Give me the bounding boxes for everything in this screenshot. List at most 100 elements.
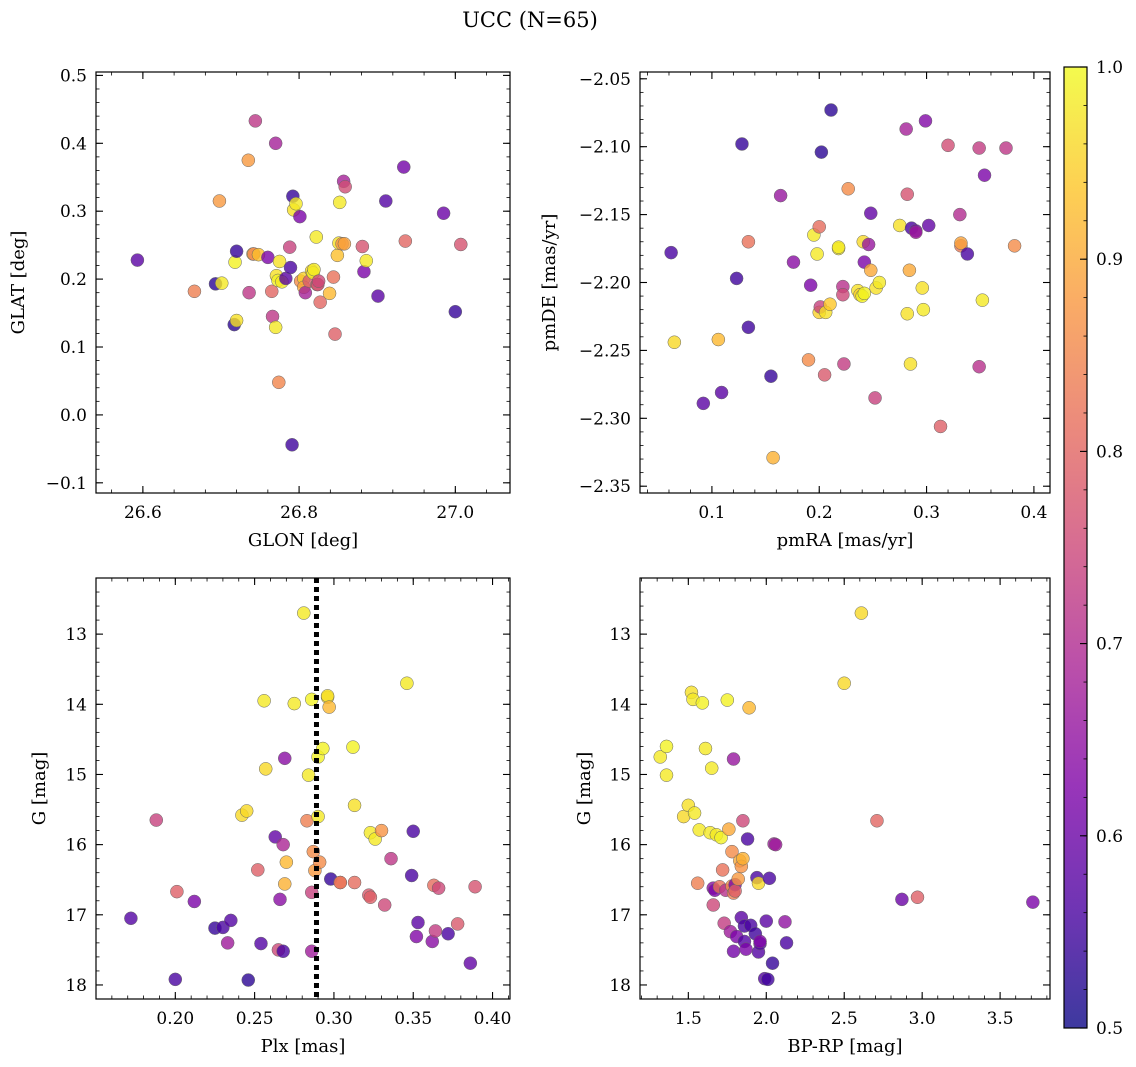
axes-frame bbox=[95, 577, 511, 1000]
scatter-point bbox=[309, 230, 324, 244]
scatter-point bbox=[272, 375, 286, 390]
y-tick-label: 13 bbox=[609, 625, 631, 645]
scatter-point bbox=[933, 419, 948, 434]
scatter-point bbox=[268, 136, 283, 151]
scatter-point bbox=[398, 234, 413, 248]
scatter-point bbox=[379, 194, 393, 208]
y-axis-label: G [mag] bbox=[574, 752, 595, 825]
scatter-point bbox=[276, 837, 290, 852]
y-tick-label: 18 bbox=[65, 976, 87, 996]
scatter-point bbox=[653, 750, 668, 764]
scatter-point bbox=[659, 768, 674, 782]
y-tick-label: −2.20 bbox=[579, 274, 631, 294]
y-tick-label: 17 bbox=[609, 906, 631, 926]
scatter-point bbox=[861, 237, 876, 252]
y-tick-label: 0.4 bbox=[60, 134, 87, 154]
x-axis-label: pmRA [mas/yr] bbox=[777, 530, 914, 551]
scatter-point bbox=[766, 450, 780, 465]
x-tick-label: 0.3 bbox=[913, 503, 940, 523]
scatter-point bbox=[289, 196, 303, 211]
scatter-point bbox=[170, 884, 184, 899]
x-tick-label: 1.5 bbox=[675, 1009, 702, 1029]
scatter-point bbox=[664, 245, 678, 260]
panel-color-magnitude: 1.5 2.0 2.5 3.0 3.5 13 14 15 16 17 18 BP-RP [mag] G … bbox=[574, 577, 1051, 1057]
minor-ticks bbox=[640, 577, 1050, 1000]
scatter-point bbox=[810, 247, 824, 261]
colorbar: 0.5 0.6 0.7 0.8 0.9 1.0 bbox=[1063, 58, 1123, 1039]
scatter-point bbox=[355, 239, 370, 254]
scatter-point bbox=[149, 813, 164, 827]
y-tick-label: 16 bbox=[65, 836, 87, 856]
scatter-point bbox=[332, 195, 347, 210]
scatter-point bbox=[714, 830, 728, 845]
scatter-point bbox=[261, 250, 275, 265]
scatter-point bbox=[272, 254, 287, 269]
colorbar-gradient bbox=[1064, 67, 1087, 1028]
scatter-point bbox=[910, 890, 925, 905]
scatter-point bbox=[899, 122, 913, 136]
scatter-point bbox=[695, 696, 710, 710]
y-tick-label: 17 bbox=[65, 906, 87, 926]
scatter-point bbox=[371, 289, 385, 303]
scatter-point bbox=[698, 741, 713, 756]
x-axis-label: GLON [deg] bbox=[248, 530, 358, 551]
scatter-point bbox=[778, 915, 792, 929]
axes-frame bbox=[639, 577, 1051, 1000]
scatter-point bbox=[868, 391, 882, 405]
x-tick-label: 0.30 bbox=[315, 1009, 353, 1029]
x-tick-label: 0.40 bbox=[474, 1009, 512, 1029]
scatter-point bbox=[704, 761, 719, 775]
scatter-point bbox=[779, 936, 794, 950]
scatter-point bbox=[975, 293, 990, 307]
scatter-point bbox=[954, 236, 968, 250]
scatter-point bbox=[977, 168, 992, 182]
scatter-point bbox=[742, 701, 756, 715]
scatter-point bbox=[454, 237, 468, 252]
scatter-point bbox=[740, 832, 755, 846]
scatter-point bbox=[900, 306, 915, 321]
panel-glon-glat: 26.6 26.8 27.0 −0.1 0.0 0.1 0.2 0.3 0.4 0.5 GLON [… bbox=[8, 66, 511, 551]
scatter-point bbox=[892, 218, 907, 233]
scatter-point bbox=[872, 275, 887, 290]
scatter-point bbox=[741, 235, 756, 249]
y-axis-label: G [mag] bbox=[29, 752, 50, 825]
scatter-point bbox=[659, 739, 674, 754]
scatter-point bbox=[285, 438, 299, 452]
scatter-point bbox=[441, 926, 455, 941]
scatter-point bbox=[404, 868, 419, 883]
scatter-point bbox=[741, 320, 756, 335]
scatter-point bbox=[463, 956, 478, 970]
x-axis-label: Plx [mas] bbox=[261, 1036, 346, 1057]
y-tick-label: 0.3 bbox=[60, 202, 87, 222]
y-axis-label: GLAT [deg] bbox=[8, 231, 29, 335]
scatter-point bbox=[215, 276, 229, 290]
scatter-point bbox=[448, 304, 463, 319]
y-tick-label: 18 bbox=[609, 976, 631, 996]
scatter-point bbox=[251, 863, 265, 877]
scatter-point bbox=[130, 253, 145, 267]
scatter-point bbox=[824, 103, 838, 117]
scatter-point bbox=[711, 332, 726, 347]
x-tick-label: 2.0 bbox=[753, 1009, 780, 1029]
scatter-point bbox=[283, 260, 298, 275]
scatter-point bbox=[265, 284, 279, 299]
scatter-point bbox=[224, 913, 238, 928]
scatter-point bbox=[320, 689, 335, 703]
scatter-point bbox=[229, 313, 244, 328]
scatter-point bbox=[409, 929, 424, 944]
scatter-point bbox=[667, 335, 682, 350]
scatter-point bbox=[909, 225, 923, 240]
y-tick-label: −2.05 bbox=[579, 70, 631, 90]
scatter-point bbox=[722, 822, 736, 836]
scatter-point bbox=[768, 837, 783, 852]
axes-frame bbox=[95, 71, 511, 494]
scatter-point bbox=[736, 851, 750, 866]
scatter-point bbox=[902, 263, 917, 278]
scatter-point bbox=[999, 141, 1013, 155]
colorbar-tick-label: 0.7 bbox=[1096, 635, 1123, 655]
scatter-point bbox=[330, 248, 345, 263]
colorbar-tick-label: 0.6 bbox=[1096, 827, 1123, 847]
scatter-point bbox=[450, 917, 465, 931]
scatter-point bbox=[346, 740, 360, 754]
